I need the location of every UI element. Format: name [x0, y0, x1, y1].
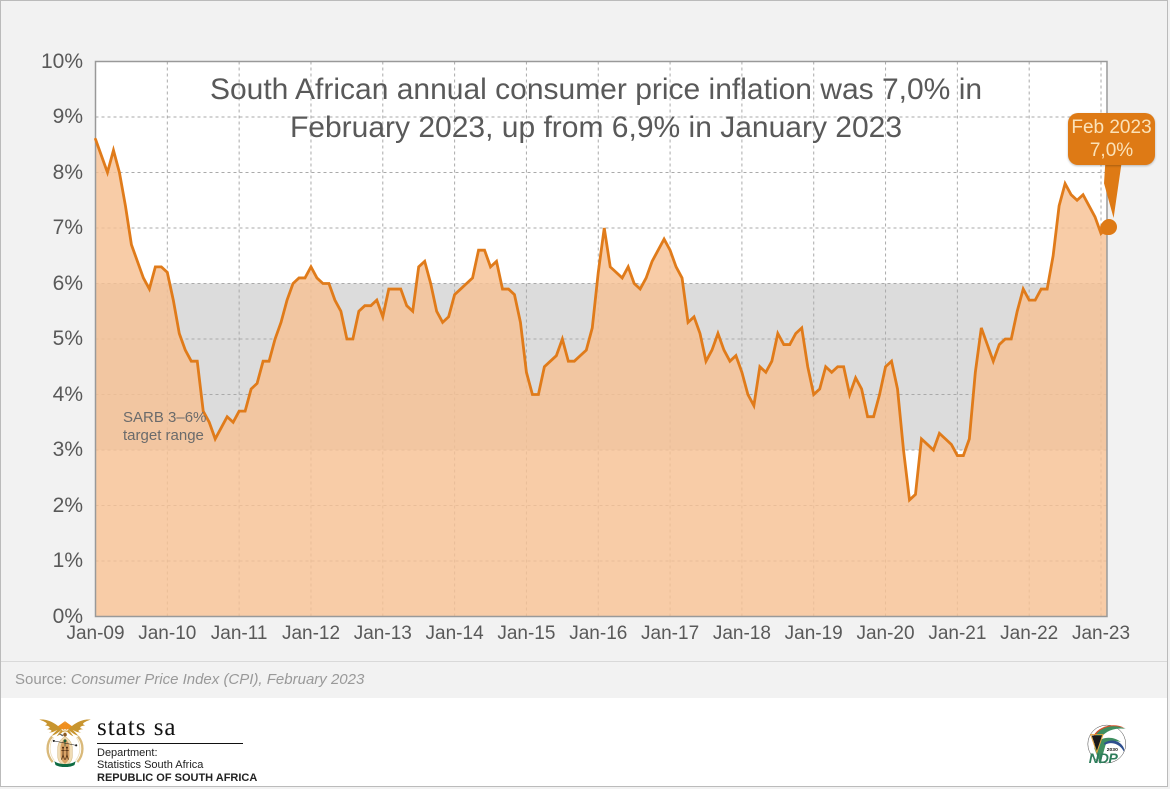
- svg-text:NDP: NDP: [1089, 751, 1119, 767]
